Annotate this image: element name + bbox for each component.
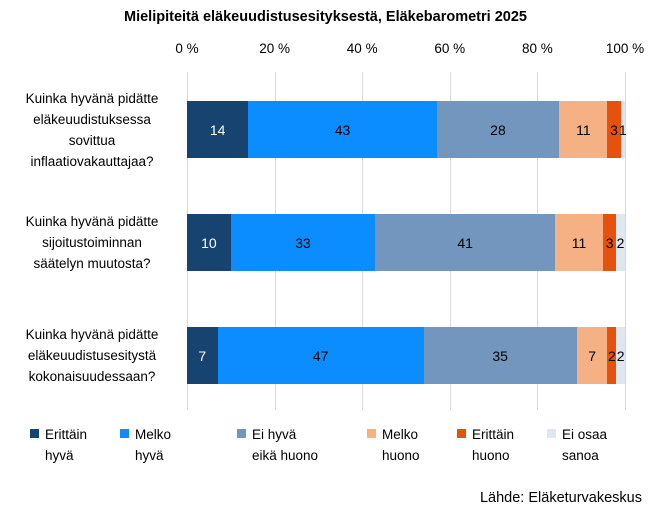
- bar-segment[interactable]: 3: [607, 101, 621, 158]
- legend-label: Erittäin hyvä: [45, 427, 88, 463]
- category-label-line: Kuinka hyvänä pidätte: [25, 327, 159, 342]
- bar-segment[interactable]: 11: [559, 101, 608, 158]
- bar-segment[interactable]: 2: [607, 327, 617, 384]
- legend-item[interactable]: Erittäin hyvä: [30, 424, 87, 466]
- bar-segment[interactable]: 41: [375, 214, 555, 271]
- legend-label: Ei hyvä eikä huono: [252, 427, 319, 463]
- chart-row: Kuinka hyvänä pidätte eläkeuudistuksessa s…: [0, 73, 651, 186]
- segment-value-label: 41: [457, 234, 473, 251]
- segment-value-label: 33: [295, 234, 311, 251]
- category-label-line: eläkeuudistusesitystä: [27, 348, 157, 363]
- x-axis-tick: 20 %: [259, 41, 290, 56]
- bar-segment[interactable]: 2: [616, 214, 625, 271]
- legend-swatch-icon: [120, 429, 129, 438]
- legend-label: Ei osaa sanoa: [562, 427, 608, 463]
- legend-item[interactable]: Ei osaa sanoa: [547, 424, 607, 466]
- bar-segment[interactable]: 14: [187, 101, 249, 158]
- bar-segment[interactable]: 7: [187, 327, 218, 384]
- legend-swatch-icon: [457, 429, 466, 438]
- category-label-line: eläkeuudistuksessa: [33, 111, 151, 127]
- bar-segment[interactable]: 33: [230, 214, 376, 271]
- segment-value-label: 35: [492, 347, 508, 364]
- segment-value-label: 11: [571, 234, 587, 251]
- category-label: Kuinka hyvänä pidätte eläkeuudistuksessa s…: [4, 73, 180, 186]
- category-label-line: säätelyn muutosta?: [33, 256, 151, 271]
- bar-segment[interactable]: 35: [423, 327, 577, 384]
- legend-label: Melko hyvä: [135, 427, 172, 463]
- bar-segment[interactable]: 2: [616, 327, 625, 384]
- legend-item[interactable]: Ei hyvä eikä huono: [237, 424, 318, 466]
- segment-value-label: 2: [616, 234, 625, 251]
- segment-value-label: 28: [490, 121, 506, 138]
- category-label-line: inflaatiovakauttajaa?: [30, 153, 154, 169]
- category-label: Kuinka hyvänä pidätte eläkeuudistusesitys…: [4, 299, 180, 412]
- x-axis-tick: 0 %: [175, 41, 199, 56]
- segment-value-label: 7: [198, 347, 207, 364]
- stacked-bar: 14 43 28 11 3 1: [187, 101, 627, 158]
- legend-label: Melko huono: [382, 427, 420, 463]
- x-axis-tick: 100 %: [605, 41, 645, 56]
- bar-segment[interactable]: 43: [248, 101, 437, 158]
- category-label-line: sijoitustoiminnan: [42, 235, 142, 250]
- bar-segment[interactable]: 3: [603, 214, 617, 271]
- legend-item[interactable]: Erittäin huono: [457, 424, 514, 466]
- legend-swatch-icon: [237, 429, 246, 438]
- bar-segment[interactable]: 1: [618, 101, 627, 158]
- chart-row: Kuinka hyvänä pidätte eläkeuudistusesitys…: [0, 299, 651, 412]
- category-label-line: sovittua: [68, 132, 116, 148]
- gridline: [625, 72, 626, 410]
- x-axis-tick: 40 %: [346, 41, 378, 56]
- legend-swatch-icon: [547, 429, 556, 438]
- category-label-line: kokonaisuudessaan?: [28, 369, 156, 384]
- legend-item[interactable]: Melko huono: [367, 424, 420, 466]
- segment-value-label: 3: [605, 234, 614, 251]
- legend-label: Erittäin huono: [472, 427, 515, 463]
- source-label: Lähde: Eläketurvakeskus: [479, 490, 642, 506]
- segment-value-label: 10: [201, 234, 217, 251]
- legend-item[interactable]: Melko hyvä: [120, 424, 171, 466]
- bar-rows: Kuinka hyvänä pidätte eläkeuudistuksessa s…: [0, 73, 651, 412]
- category-label-line: Kuinka hyvänä pidätte: [25, 214, 159, 229]
- x-axis-tick: 80 %: [522, 41, 553, 56]
- category-label: Kuinka hyvänä pidätte sijoitustoiminnan sä…: [4, 186, 180, 299]
- segment-value-label: 11: [576, 121, 591, 138]
- stacked-bar: 7 47 35 7 2 2: [187, 327, 625, 384]
- bar-segment[interactable]: 28: [436, 101, 560, 158]
- legend-swatch-icon: [367, 429, 376, 438]
- x-axis-tick: 60 %: [434, 41, 466, 56]
- category-label-line: Kuinka hyvänä pidätte: [25, 90, 159, 106]
- bar-segment[interactable]: 11: [554, 214, 604, 271]
- segment-value-label: 14: [209, 121, 226, 138]
- chart-row: Kuinka hyvänä pidätte sijoitustoiminnan sä…: [0, 186, 651, 299]
- segment-value-label: 7: [588, 347, 597, 364]
- segment-value-label: 43: [334, 121, 351, 138]
- segment-value-label: 2: [607, 347, 616, 364]
- bar-segment[interactable]: 10: [187, 214, 231, 271]
- segment-value-label: 2: [616, 347, 625, 364]
- segment-value-label: 3: [610, 121, 618, 138]
- legend-swatch-icon: [30, 429, 39, 438]
- stacked-bar: 10 33 41 11 3 2: [187, 214, 625, 271]
- bar-segment[interactable]: 7: [576, 327, 608, 384]
- segment-value-label: 1: [618, 121, 627, 138]
- chart-title: Mielipiteitä eläkeuudistusesityksestä, E…: [124, 9, 527, 25]
- bar-segment[interactable]: 47: [217, 327, 424, 384]
- segment-value-label: 47: [312, 347, 329, 364]
